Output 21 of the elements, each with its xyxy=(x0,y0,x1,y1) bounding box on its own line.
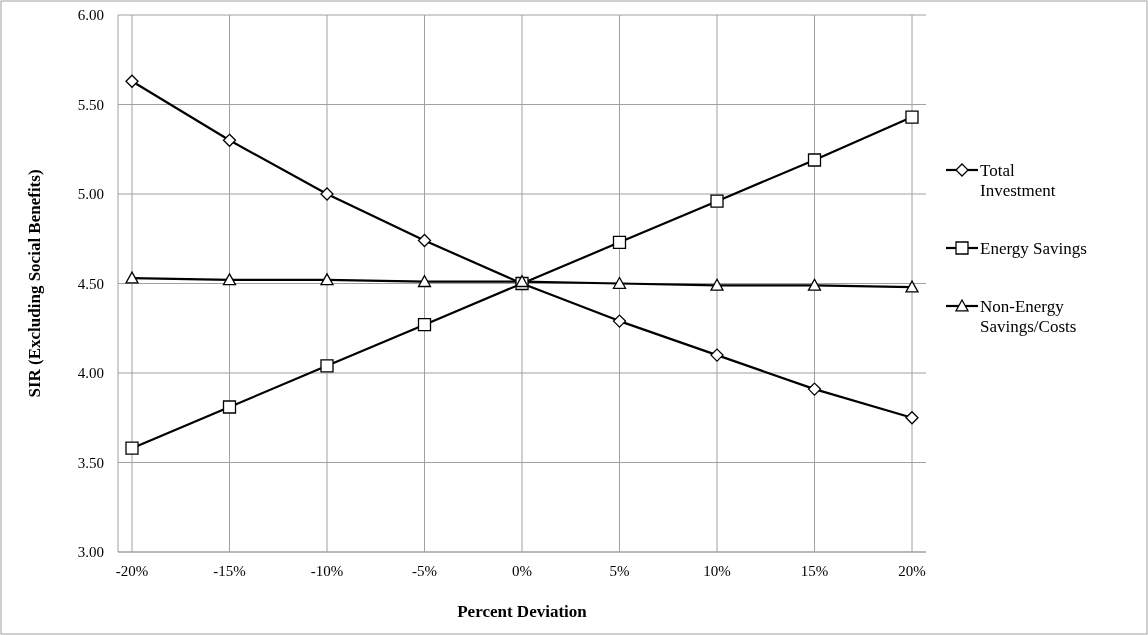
y-tick-label: 5.00 xyxy=(77,186,104,202)
y-axis-title: SIR (Excluding Social Benefits) xyxy=(25,169,44,398)
y-tick-label: 5.50 xyxy=(77,96,104,113)
y-tick-label: 6.00 xyxy=(77,7,104,23)
x-tick-label: 20% xyxy=(898,563,926,579)
x-tick-label: 10% xyxy=(703,563,731,579)
legend-label: Energy Savings xyxy=(980,239,1087,258)
x-tick-label: -10% xyxy=(310,563,344,579)
x-tick-label: 5% xyxy=(609,563,630,579)
y-tick-label: 4.50 xyxy=(77,275,104,292)
y-tick-label: 3.50 xyxy=(77,454,104,471)
x-tick-label: 15% xyxy=(800,563,829,579)
x-tick-label: 0% xyxy=(512,563,532,579)
legend-label: Non-Energy Savings/Costs xyxy=(980,297,1077,336)
x-tick-label: -20% xyxy=(115,563,149,579)
y-tick-label: 4.00 xyxy=(77,365,104,381)
y-tick-label: 3.00 xyxy=(77,544,104,560)
x-tick-label: -15% xyxy=(213,563,246,579)
x-axis-title: Percent Deviation xyxy=(457,602,588,621)
legend-label: Total Investment xyxy=(980,161,1056,200)
x-tick-label: -5% xyxy=(412,563,437,579)
